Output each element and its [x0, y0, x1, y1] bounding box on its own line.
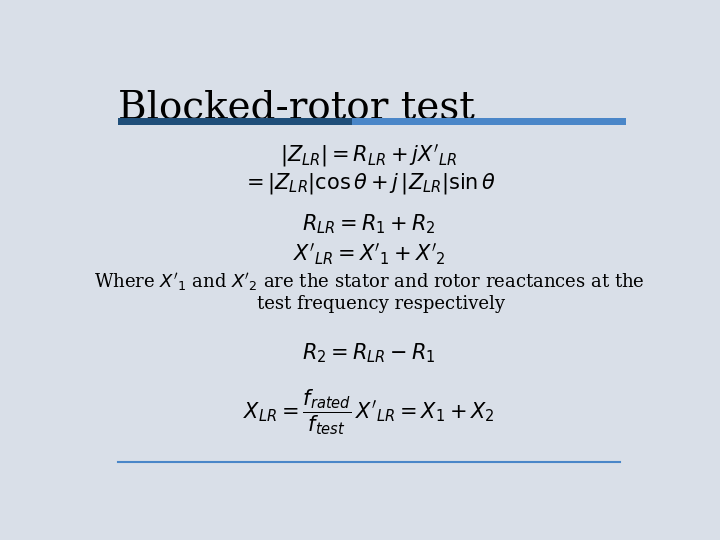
Bar: [352, 118, 626, 125]
Text: $X'_{LR} = X'_1 + X'_2$: $X'_{LR} = X'_1 + X'_2$: [292, 241, 446, 267]
Text: $R_{LR} = R_1 + R_2$: $R_{LR} = R_1 + R_2$: [302, 212, 436, 236]
Bar: [118, 118, 352, 125]
Text: Where $\mathit{X'_1}$ and $\mathit{X'_2}$ are the stator and rotor reactances at: Where $\mathit{X'_1}$ and $\mathit{X'_2}…: [94, 271, 644, 313]
Text: Blocked-rotor test: Blocked-rotor test: [118, 90, 474, 127]
Text: $R_2 = R_{LR} - R_1$: $R_2 = R_{LR} - R_1$: [302, 341, 436, 365]
Text: $|Z_{LR}| = R_{LR} + jX'_{LR}$: $|Z_{LR}| = R_{LR} + jX'_{LR}$: [280, 141, 458, 168]
Text: $= |Z_{LR}|\cos\theta + j\,|Z_{LR}|\sin\theta$: $= |Z_{LR}|\cos\theta + j\,|Z_{LR}|\sin\…: [242, 171, 496, 196]
Text: $X_{LR} = \dfrac{f_{rated}}{f_{test}}\, X'_{LR} = X_1 + X_2$: $X_{LR} = \dfrac{f_{rated}}{f_{test}}\, …: [243, 387, 495, 437]
